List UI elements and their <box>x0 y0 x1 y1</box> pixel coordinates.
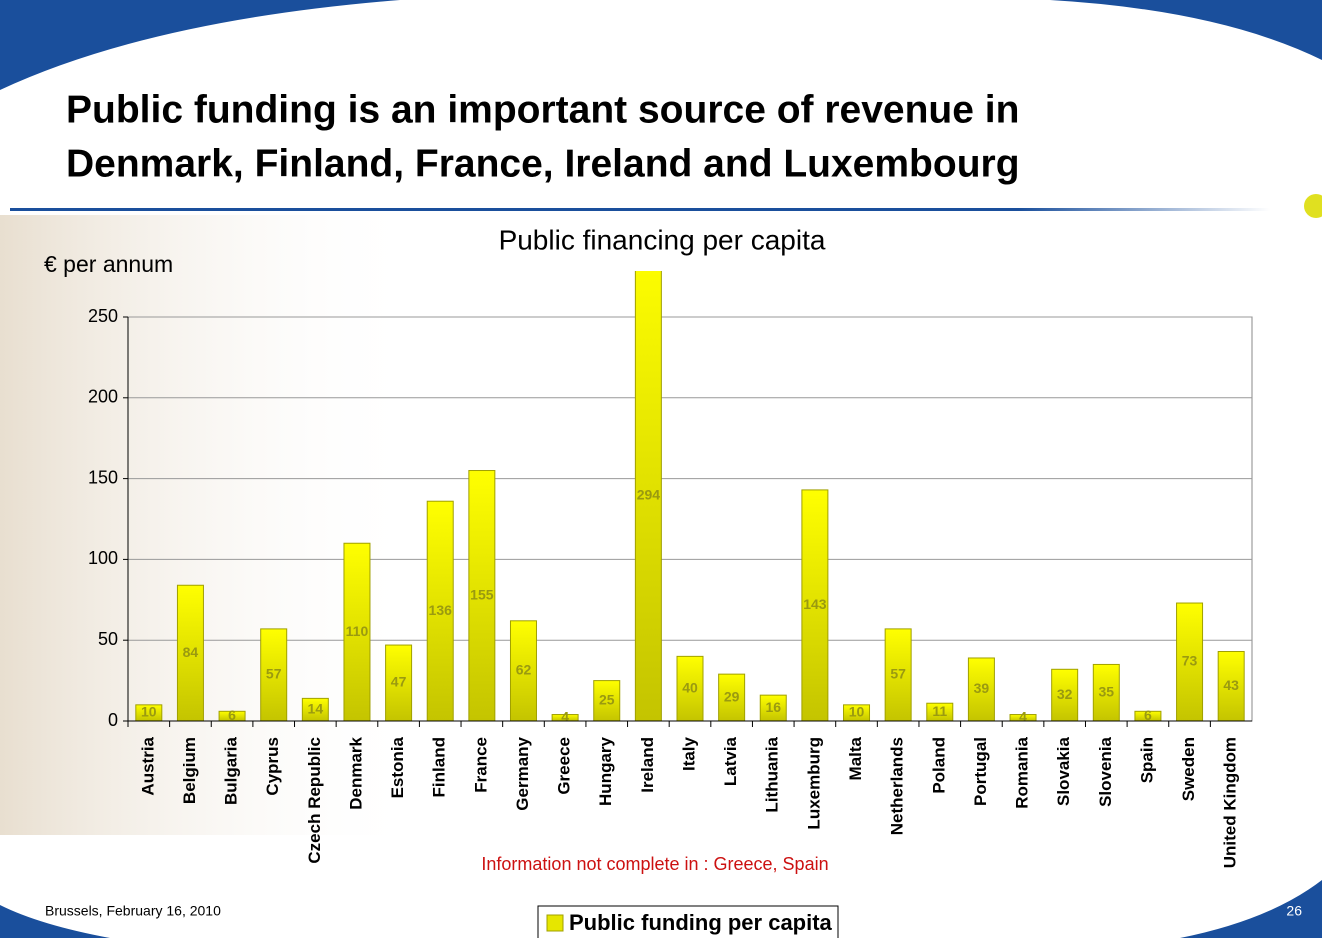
data-label: 136 <box>429 602 453 618</box>
data-label: 14 <box>308 700 324 716</box>
x-tick-label: Slovakia <box>1054 736 1073 806</box>
data-label: 62 <box>516 662 532 678</box>
x-tick-label: France <box>471 737 490 793</box>
data-label: 73 <box>1182 653 1198 669</box>
bullet-dot <box>1304 194 1322 218</box>
bars <box>135 271 1245 722</box>
legend-box <box>537 905 839 938</box>
data-label: 110 <box>346 623 369 639</box>
x-tick-label: Estonia <box>388 736 407 798</box>
data-label: 4 <box>1019 708 1027 724</box>
data-label: 25 <box>599 692 615 708</box>
annotation: Information not complete in : Greece, Sp… <box>481 854 828 874</box>
data-label: 294 <box>637 487 661 503</box>
x-tick-label: Portugal <box>971 737 990 806</box>
bar <box>468 470 496 722</box>
data-label: 47 <box>391 674 407 690</box>
title-rule <box>10 208 1270 211</box>
bar <box>1092 663 1120 722</box>
bar <box>509 620 537 722</box>
bar <box>343 542 371 722</box>
data-label: 6 <box>228 707 236 723</box>
bar <box>426 500 454 722</box>
data-label: 11 <box>932 703 947 719</box>
data-label: 10 <box>141 704 157 720</box>
x-tick-label: Germany <box>513 736 532 810</box>
x-tick-label: Italy <box>679 736 698 771</box>
y-tick-label: 250 <box>88 306 118 326</box>
x-tick-label: Hungary <box>596 736 615 806</box>
data-label: 57 <box>890 666 906 682</box>
x-tick-label: Spain <box>1137 737 1156 783</box>
data-label: 143 <box>803 596 827 612</box>
x-tick-label: Luxemburg <box>804 737 823 830</box>
x-tick-label: Lithuania <box>763 736 782 812</box>
bar <box>718 673 746 722</box>
legend-label: Public funding per capita <box>569 910 833 935</box>
corner-swoosh <box>0 905 110 938</box>
x-tick-label: Finland <box>430 737 449 797</box>
data-label: 57 <box>266 666 282 682</box>
x-tick-label: Latvia <box>721 736 740 786</box>
data-label: 16 <box>765 699 781 715</box>
x-tick-label: Bulgaria <box>222 736 241 805</box>
page-number: 26 <box>1286 903 1302 919</box>
footer: Brussels, February 16, 2010 <box>45 903 221 919</box>
y-tick-label: 50 <box>98 629 118 649</box>
x-tick-label: Ireland <box>638 737 657 793</box>
y-tick-label: 200 <box>88 387 118 407</box>
x-tick-label: Greece <box>555 737 574 795</box>
x-tick-label: Poland <box>929 737 948 794</box>
data-label: 35 <box>1099 683 1115 699</box>
y-tick-label: 100 <box>88 548 118 568</box>
bar <box>1217 651 1245 722</box>
x-tick-label: Austria <box>138 736 157 795</box>
x-tick-label: Slovenia <box>1096 736 1115 806</box>
data-label: 32 <box>1057 686 1073 702</box>
corner-swoosh <box>1180 880 1322 938</box>
bar <box>801 489 829 722</box>
bar <box>593 680 621 722</box>
data-label: 84 <box>183 644 199 660</box>
background-photo <box>0 215 420 835</box>
y-axis-label: € per annum <box>44 251 173 277</box>
x-tick-label: Malta <box>846 736 865 780</box>
x-tick-label: United Kingdom <box>1221 737 1240 868</box>
corner-swoosh <box>1050 0 1322 60</box>
data-label: 10 <box>849 704 865 720</box>
x-tick-label: Denmark <box>346 736 365 809</box>
data-label: 40 <box>682 679 698 695</box>
bar <box>884 628 912 722</box>
data-label: 6 <box>1144 707 1152 723</box>
bar <box>385 644 413 722</box>
x-tick-label: Cyprus <box>263 737 282 796</box>
x-tick-label: Belgium <box>180 737 199 804</box>
y-tick-label: 0 <box>108 710 118 730</box>
data-label: 29 <box>724 688 740 704</box>
x-tick-label: Czech Republic <box>305 737 324 864</box>
bar <box>634 271 662 722</box>
bar <box>676 655 704 722</box>
chart-title: Public financing per capita <box>499 224 826 255</box>
x-tick-label: Netherlands <box>888 737 907 835</box>
slide-title: Public funding is an important source of… <box>66 88 1019 131</box>
data-label: 39 <box>974 680 990 696</box>
data-label: 43 <box>1223 677 1239 693</box>
legend-swatch <box>546 914 564 932</box>
data-label: 155 <box>470 586 494 602</box>
slide-title: Denmark, Finland, France, Ireland and Lu… <box>66 142 1020 185</box>
x-tick-label: Romania <box>1013 736 1032 808</box>
corner-swoosh <box>0 0 400 90</box>
y-tick-label: 150 <box>88 467 118 487</box>
x-tick-label: Sweden <box>1179 737 1198 801</box>
bar <box>1051 668 1079 722</box>
data-label: 4 <box>561 708 569 724</box>
